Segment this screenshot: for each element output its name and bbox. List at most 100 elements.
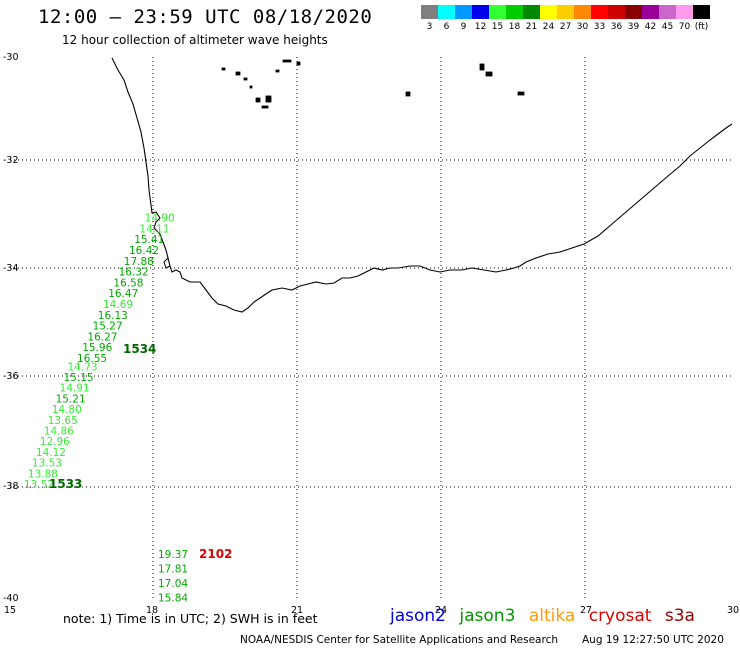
mission-jason3: jason3 (459, 606, 516, 626)
legend-swatch (421, 5, 438, 19)
swh-label-west: 14.12 (36, 447, 66, 459)
track-time-label: 2102 (199, 547, 232, 561)
lat-label: -40 (3, 593, 19, 604)
island (255, 97, 261, 103)
legend-swatch (642, 5, 659, 19)
swh-label-east: 15.41 (134, 234, 164, 246)
legend-label: 42 (644, 22, 657, 32)
island (235, 71, 241, 76)
swh-label-east: 16.42 (129, 245, 159, 257)
legend-swatch (489, 5, 506, 19)
mission-altika: altika (528, 606, 576, 626)
mission-list: jason2 jason3 altika cryosat s3a (390, 606, 703, 626)
legend-label: 36 (610, 22, 623, 32)
swh-label-south: 15.84 (158, 593, 188, 605)
legend-swatch (659, 5, 676, 19)
legend-swatch (676, 5, 693, 19)
legend-label: 15 (491, 22, 504, 32)
island (479, 63, 485, 71)
coastline-inlet (163, 257, 171, 269)
mission-cryosat: cryosat (588, 606, 652, 626)
island (243, 77, 248, 81)
footer-note: note: 1) Time is in UTC; 2) SWH is in fe… (63, 611, 318, 626)
swh-label-west: 14.86 (44, 426, 74, 438)
legend-swatch (608, 5, 625, 19)
legend-labels: 3 6 9 12 15 18 21 24 27 30 33 36 39 42 45 70 (ft) (421, 22, 710, 32)
mission-s3a: s3a (664, 606, 695, 626)
swh-label-east: 16.58 (113, 277, 143, 289)
legend-label: 18 (508, 22, 521, 32)
legend-label: 3 (426, 22, 433, 32)
map-title: 12:00 – 23:59 UTC 08/18/2020 (38, 6, 373, 28)
generated-timestamp: Aug 19 12:27:50 UTC 2020 (582, 634, 724, 646)
lon-label: 24 (435, 605, 447, 616)
legend-swatch (540, 5, 557, 19)
lat-label: -32 (3, 155, 19, 166)
island (405, 91, 411, 97)
legend-label: 27 (559, 22, 572, 32)
lat-label: -38 (3, 481, 19, 492)
legend-swatch (574, 5, 591, 19)
swh-label-east: 16.47 (108, 288, 138, 300)
legend-swatch (438, 5, 455, 19)
islands (221, 59, 525, 109)
legend-swatch (625, 5, 642, 19)
swh-label-east: 14.90 (145, 213, 175, 225)
island (275, 69, 280, 73)
swh-label-east: 16.32 (119, 267, 149, 279)
legend-swatches (421, 5, 710, 19)
track-time-label: 1533 (49, 477, 82, 491)
legend-label: 39 (627, 22, 640, 32)
lat-label: -30 (3, 52, 19, 63)
swh-label-west: 14.73 (68, 361, 98, 373)
legend-swatch (591, 5, 608, 19)
swh-label-east: 16.27 (87, 331, 117, 343)
map-subtitle: 12 hour collection of altimeter wave hei… (62, 33, 328, 47)
swh-label-south: 17.81 (158, 564, 188, 576)
lat-label: -34 (3, 263, 19, 274)
swh-label-west: 13.88 (28, 468, 58, 480)
island (265, 95, 272, 103)
legend-label: 12 (474, 22, 487, 32)
swh-label-east: 14.69 (103, 299, 133, 311)
legend-label: 9 (460, 22, 467, 32)
legend-label: 70 (678, 22, 691, 32)
swh-label-east: 17.88 (124, 256, 154, 268)
island (221, 67, 226, 71)
lon-label: 30 (727, 605, 739, 616)
island (261, 105, 269, 109)
legend-label: 30 (576, 22, 589, 32)
island (485, 71, 493, 77)
island (249, 85, 253, 89)
lon-label: 15 (4, 605, 16, 616)
swh-label-east: 15.96 (82, 342, 112, 354)
island (517, 91, 525, 96)
lon-label: 18 (146, 605, 158, 616)
swh-label-east: 16.55 (77, 353, 107, 365)
island (282, 59, 292, 63)
swh-label-west: 12.96 (40, 436, 70, 448)
lat-label: -36 (3, 371, 19, 382)
island (296, 61, 301, 66)
swh-label-east: 16.13 (98, 310, 128, 322)
swh-label-west: 15.21 (56, 393, 86, 405)
swh-label-east: 15.27 (93, 321, 123, 333)
legend-label: 21 (525, 22, 538, 32)
color-legend: 3 6 9 12 15 18 21 24 27 30 33 36 39 42 45 70 (ft) (421, 5, 710, 32)
legend-label: (ft) (694, 22, 709, 32)
lat-lon-grid (10, 57, 732, 598)
credit-line: NOAA/NESDIS Center for Satellite Applica… (240, 634, 558, 646)
legend-swatch (455, 5, 472, 19)
legend-label: 33 (593, 22, 606, 32)
swh-label-south: 17.04 (158, 578, 188, 590)
swh-label-west: 14.80 (52, 404, 82, 416)
legend-label: 6 (443, 22, 450, 32)
swh-label-west: 13.53 (32, 458, 62, 470)
legend-label: 45 (661, 22, 674, 32)
legend-swatch (506, 5, 523, 19)
coastline (111, 57, 733, 313)
lon-label: 21 (291, 605, 303, 616)
legend-label: 24 (542, 22, 555, 32)
swh-label-west: 15.15 (64, 372, 94, 384)
